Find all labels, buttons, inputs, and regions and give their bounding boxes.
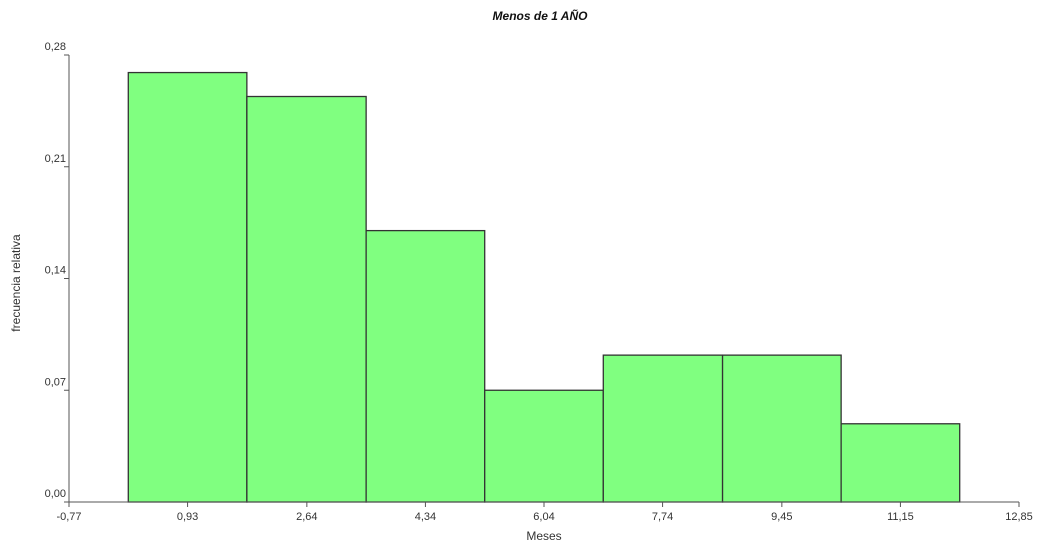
histogram-bar-6 [721,354,842,503]
bars-group [127,71,961,503]
y-tick-label: 0,28 [45,41,66,53]
histogram-bar-3 [365,229,486,503]
x-axis-title: Meses [526,529,561,543]
y-axis-title: frecuencia relativa [9,234,23,332]
x-tick-label: 2,64 [296,511,317,523]
y-tick-label: 0,07 [45,376,66,388]
histogram-bar-2 [246,95,367,503]
x-tick-label: 9,45 [771,511,792,523]
y-tick-label: 0,21 [45,153,66,165]
y-tick-label: 0,00 [45,488,66,500]
y-tick-label: 0,14 [45,265,66,277]
histogram-bar-1 [127,71,248,503]
histogram-bar-7 [840,423,961,503]
x-tick-label: 7,74 [652,511,673,523]
x-tick-label: 6,04 [533,511,554,523]
x-tick-label: -0,77 [56,511,81,523]
x-tick-label: 11,15 [887,511,914,523]
chart-title: Menos de 1 AÑO [493,8,589,23]
x-tick-label: 0,93 [177,511,198,523]
axes-group: 0,00 0,07 0,14 0,21 0,28 -0,77 0,93 2,64 4,34 6,0… [45,41,1033,523]
x-tick-label: 4,34 [415,511,436,523]
histogram-bar-4 [484,389,604,503]
histogram-bar-5 [602,354,724,503]
x-tick-label: 12,85 [1005,511,1033,523]
